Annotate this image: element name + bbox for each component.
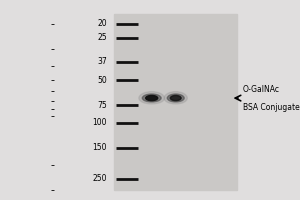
Ellipse shape	[170, 95, 181, 101]
Ellipse shape	[146, 95, 158, 101]
Bar	[114, 14, 237, 190]
Ellipse shape	[164, 92, 187, 104]
Ellipse shape	[139, 92, 165, 104]
Text: 50: 50	[98, 76, 107, 85]
Text: 37: 37	[98, 57, 107, 66]
Text: 150: 150	[93, 143, 107, 152]
Text: O-GalNAc: O-GalNAc	[243, 85, 280, 94]
Ellipse shape	[167, 94, 184, 102]
Text: 75: 75	[98, 101, 107, 110]
Text: 20: 20	[98, 19, 107, 28]
Text: 250: 250	[93, 174, 107, 183]
Ellipse shape	[142, 94, 161, 102]
Text: 100: 100	[93, 118, 107, 127]
Text: 25: 25	[98, 33, 107, 42]
Text: BSA Conjugate: BSA Conjugate	[243, 103, 299, 112]
